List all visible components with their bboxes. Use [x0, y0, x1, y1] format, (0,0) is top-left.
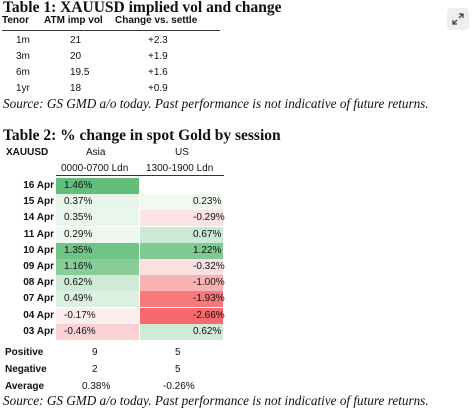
- table2-row: 15 Apr 0.37% 0.23%: [0, 194, 240, 211]
- asia-cell: 0.29%: [56, 226, 139, 243]
- change-cell: +1.9: [148, 51, 168, 62]
- summary-label: Positive: [5, 347, 44, 358]
- table2-row: 10 Apr 1.35% 1.22%: [0, 242, 240, 259]
- col-header-us: US: [175, 147, 189, 158]
- date-label: 10 Apr: [23, 244, 54, 256]
- table2-row: 16 Apr 1.46%: [0, 178, 240, 194]
- vol-cell: 21: [70, 35, 82, 46]
- us-cell: 0.23%: [140, 194, 223, 211]
- subheader-asia: 0000-0700 Ldn: [61, 163, 129, 174]
- date-label: 09 Apr: [23, 261, 54, 272]
- summary-us: 5: [175, 347, 181, 358]
- asia-cell: 0.49%: [56, 291, 139, 308]
- table2-row: 07 Apr 0.49% -1.93%: [0, 291, 240, 308]
- table2-row: 03 Apr -0.46% 0.62%: [0, 323, 240, 340]
- asia-cell: 1.46%: [56, 178, 139, 194]
- us-cell: -0.32%: [140, 259, 225, 275]
- table1: Tenor ATM imp vol Change vs. settle 1m 2…: [2, 14, 222, 97]
- date-label: 08 Apr: [23, 277, 54, 289]
- summary-row-negative: Negative 2 5: [0, 362, 240, 378]
- tenor-cell: 1yr: [16, 83, 30, 94]
- subheader-us: 1300-1900 Ldn: [146, 163, 214, 174]
- summary-label: Average: [5, 381, 45, 392]
- table2-row: 04 Apr -0.17% -2.66%: [0, 307, 240, 324]
- table1-row: 1m 21 +2.3: [2, 33, 222, 49]
- corner-label: XAUUSD: [6, 147, 49, 158]
- summary-asia: 0.38%: [82, 381, 111, 392]
- expand-button[interactable]: [447, 8, 469, 30]
- change-cell: +2.3: [148, 35, 168, 46]
- table2-header-rule: [56, 175, 224, 176]
- date-label: 16 Apr: [23, 180, 54, 191]
- asia-cell: -0.17%: [56, 307, 139, 324]
- header-atm-imp-vol: ATM imp vol: [44, 15, 103, 26]
- summary-asia: 2: [92, 364, 98, 375]
- date-label: 07 Apr: [23, 293, 54, 305]
- table2-source: Source: GS GMD a/o today. Past performan…: [3, 393, 429, 408]
- table1-header-rule: [2, 30, 220, 31]
- asia-cell: 1.35%: [56, 242, 139, 259]
- table2-row: 11 Apr 0.29% 0.67%: [0, 226, 240, 243]
- asia-cell: -0.46%: [56, 323, 139, 340]
- header-tenor: Tenor: [2, 15, 30, 26]
- table2-row: 14 Apr 0.35% -0.29%: [0, 210, 240, 227]
- summary-us: 5: [175, 364, 181, 375]
- us-cell: -0.29%: [140, 210, 225, 227]
- summary-asia: 9: [92, 347, 98, 358]
- tenor-cell: 3m: [16, 51, 30, 62]
- us-cell: -1.00%: [140, 275, 225, 292]
- table1-source: Source: GS GMD a/o today. Past performan…: [3, 96, 429, 111]
- header-change-vs-settle: Change vs. settle: [115, 15, 198, 26]
- date-label: 04 Apr: [23, 309, 54, 321]
- tenor-cell: 1m: [16, 35, 30, 46]
- asia-cell: 0.37%: [56, 194, 139, 211]
- table1-row: 6m 19.5 +1.6: [2, 65, 222, 81]
- table2-row: 09 Apr 1.16% -0.32%: [0, 259, 240, 275]
- asia-cell: 0.62%: [56, 275, 139, 292]
- vol-cell: 19.5: [70, 67, 90, 78]
- date-label: 11 Apr: [23, 228, 54, 240]
- change-cell: +1.6: [148, 67, 168, 78]
- table1-row: 3m 20 +1.9: [2, 49, 222, 65]
- tenor-cell: 6m: [16, 67, 30, 78]
- table1-row: 1yr 18 +0.9: [2, 81, 222, 97]
- us-cell: 0.62%: [140, 323, 223, 340]
- summary-label: Negative: [5, 364, 47, 375]
- date-label: 15 Apr: [23, 196, 54, 208]
- table2-row: 08 Apr 0.62% -1.00%: [0, 275, 240, 292]
- us-cell: -2.66%: [140, 307, 225, 324]
- change-cell: +0.9: [148, 83, 168, 94]
- table1-title: Table 1: XAUUSD implied vol and change: [3, 0, 282, 16]
- vol-cell: 18: [70, 83, 82, 94]
- asia-cell: 0.35%: [56, 210, 139, 227]
- us-cell: [140, 178, 223, 194]
- summary-us: -0.26%: [163, 381, 195, 392]
- vol-cell: 20: [70, 51, 82, 62]
- table1-header: Tenor ATM imp vol Change vs. settle: [2, 14, 222, 30]
- table2-title: Table 2: % change in spot Gold by sessio…: [3, 127, 281, 144]
- asia-cell: 1.16%: [56, 259, 139, 275]
- us-cell: -1.93%: [140, 291, 225, 308]
- us-cell: 1.22%: [140, 242, 223, 259]
- date-label: 03 Apr: [23, 325, 54, 337]
- summary-row-average: Average 0.38% -0.26%: [0, 379, 240, 395]
- col-header-asia: Asia: [86, 147, 106, 158]
- expand-icon: [452, 13, 464, 25]
- us-cell: 0.67%: [140, 226, 223, 243]
- date-label: 14 Apr: [23, 212, 54, 224]
- summary-row-positive: Positive 9 5: [0, 345, 240, 361]
